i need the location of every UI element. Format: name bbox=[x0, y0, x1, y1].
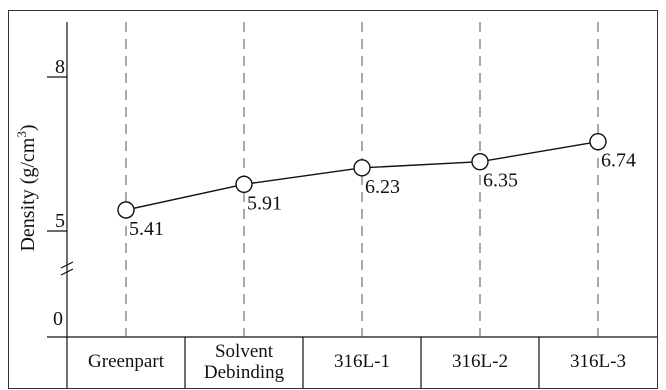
data-label-3: 6.35 bbox=[483, 170, 518, 192]
y-tick-label-8: 8 bbox=[55, 56, 65, 78]
category-label-3: 316L-2 bbox=[452, 351, 508, 372]
data-point-2 bbox=[353, 159, 371, 177]
data-label-4: 6.74 bbox=[601, 150, 636, 172]
y-axis-label-superscript: 3 bbox=[14, 131, 29, 138]
axis-break-mark-lower bbox=[60, 268, 74, 276]
category-label-1: Solvent Debinding bbox=[204, 341, 285, 383]
data-point-0 bbox=[117, 201, 135, 219]
category-label-4: 316L-3 bbox=[570, 351, 626, 372]
category-label-2: 316L-1 bbox=[334, 351, 390, 372]
data-point-1 bbox=[235, 175, 253, 193]
data-label-2: 6.23 bbox=[365, 176, 400, 198]
y-tick-label-5: 5 bbox=[55, 210, 65, 232]
data-label-1: 5.91 bbox=[247, 192, 282, 214]
y-tick-label-0: 0 bbox=[53, 308, 63, 330]
y-axis-label: Density (g/cm3) bbox=[14, 124, 39, 251]
data-point-3 bbox=[471, 152, 489, 171]
data-label-0: 5.41 bbox=[129, 218, 164, 240]
category-label-0: Greenpart bbox=[88, 351, 165, 372]
axis-break-mark-upper bbox=[60, 261, 74, 269]
data-point-4 bbox=[589, 132, 607, 151]
plot-frame bbox=[8, 10, 658, 389]
y-axis-label-close: ) bbox=[17, 124, 39, 131]
